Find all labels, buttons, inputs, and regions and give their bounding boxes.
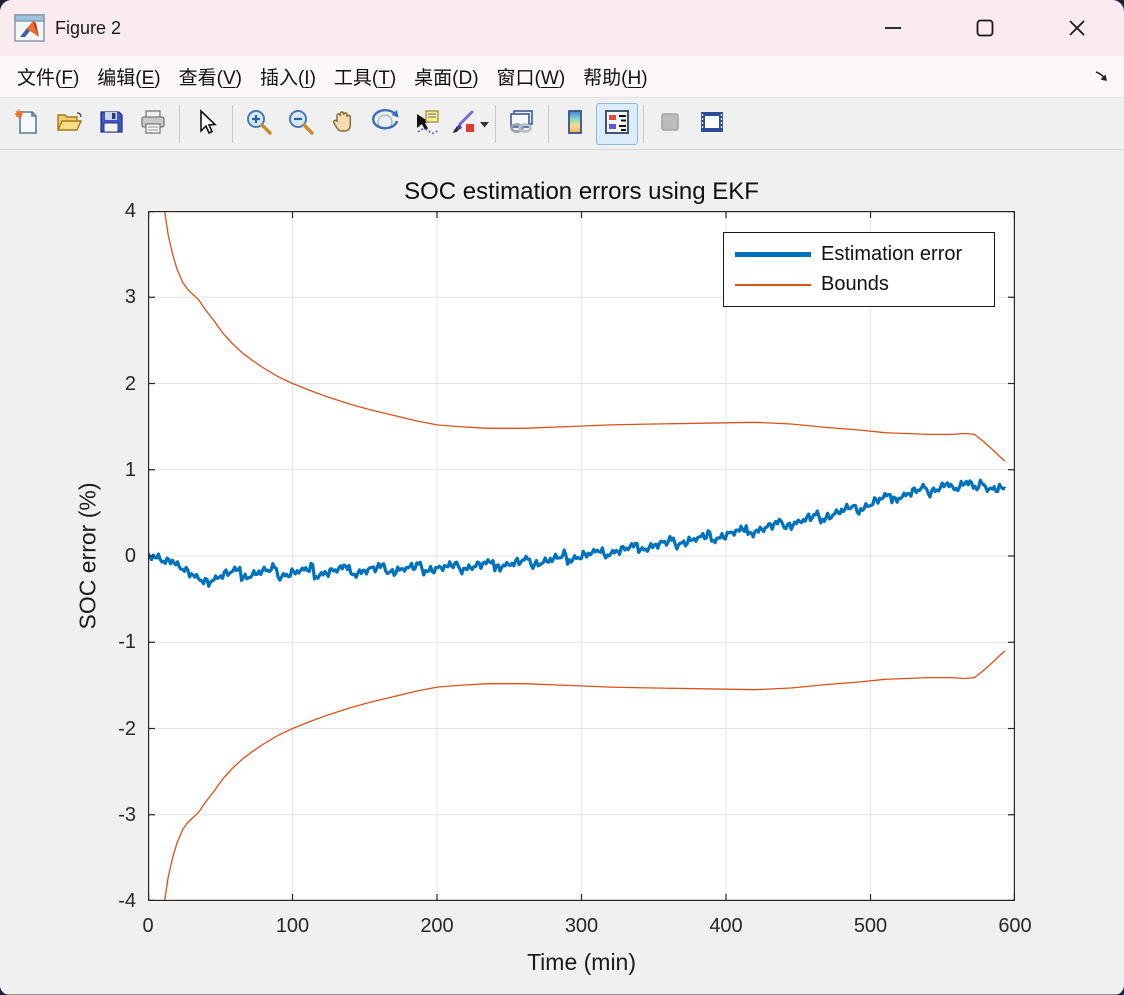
- zoom-out-button[interactable]: [280, 103, 322, 145]
- y-tick-label: 1: [124, 458, 136, 481]
- pan-hand-button[interactable]: [322, 103, 364, 145]
- toolbar-separator: [495, 104, 496, 143]
- x-tick-label: 200: [420, 915, 454, 937]
- x-axis-label: Time (min): [526, 949, 637, 975]
- dropdown-caret-icon[interactable]: [479, 116, 489, 131]
- minimize-icon: [885, 27, 901, 29]
- plot-tools-dock-button[interactable]: [691, 103, 733, 145]
- insert-colorbar-button[interactable]: [554, 103, 596, 145]
- legend-entry: Estimation error: [724, 243, 994, 266]
- print-figure-button[interactable]: [132, 103, 174, 145]
- y-tick-label: -4: [118, 890, 136, 912]
- x-tick-label: 400: [709, 915, 743, 937]
- menu-item-v[interactable]: 查看(V): [178, 68, 242, 89]
- titlebar: Figure 2: [0, 0, 1124, 56]
- zoom-in-button[interactable]: [238, 103, 280, 145]
- toolbar-separator: [643, 104, 644, 143]
- new-figure-icon: [13, 108, 41, 139]
- dock-figure-arrow-icon[interactable]: [1094, 68, 1110, 89]
- menu-item-w[interactable]: 窗口(W): [496, 68, 566, 89]
- menubar: 文件(F) 编辑(E) 查看(V) 插入(I) 工具(T) 桌面(D) 窗口(W) 帮助(H): [0, 56, 1124, 98]
- pan-hand-icon: [329, 108, 357, 139]
- window-title: Figure 2: [55, 17, 122, 38]
- zoom-out-icon: [287, 108, 315, 139]
- y-tick-label: -2: [118, 717, 136, 740]
- rotate-3d-icon: [371, 108, 399, 139]
- axes-box: [148, 211, 1015, 901]
- toolbar-separator: [548, 104, 549, 143]
- estimation-error-line: [148, 478, 1007, 588]
- property-editor-icon: [656, 108, 684, 139]
- open-file-icon: [55, 108, 83, 139]
- menu-item-i[interactable]: 插入(I): [259, 68, 316, 89]
- legend-line-sample: [735, 283, 811, 286]
- menu-item-h[interactable]: 帮助(H): [583, 68, 648, 89]
- menu-item-e[interactable]: 编辑(E): [97, 68, 161, 89]
- y-tick-label: 3: [124, 286, 136, 309]
- y-tick-label: 0: [124, 545, 136, 567]
- toolbar-separator: [232, 104, 233, 143]
- minimize-button[interactable]: [868, 6, 918, 50]
- x-tick-label: 100: [275, 915, 310, 937]
- x-tick-label: 300: [564, 915, 599, 937]
- edit-plot-cursor-icon: [192, 108, 220, 139]
- y-tick-label: -1: [118, 631, 136, 654]
- new-figure-button[interactable]: [6, 103, 48, 145]
- axes-plot: [148, 211, 1015, 901]
- plot-title: SOC estimation errors using EKF: [404, 178, 759, 205]
- link-plot-button[interactable]: [501, 103, 543, 145]
- y-tick-label: 2: [124, 372, 136, 395]
- legend[interactable]: Estimation error Bounds: [723, 232, 995, 307]
- toolbar-separator: [179, 104, 180, 143]
- save-figure-button[interactable]: [90, 103, 132, 145]
- zoom-in-icon: [245, 108, 273, 139]
- menu-item-t[interactable]: 工具(T): [333, 68, 397, 89]
- x-tick-label: 0: [142, 915, 154, 937]
- maximize-button[interactable]: [960, 6, 1010, 50]
- open-file-button[interactable]: [48, 103, 90, 145]
- insert-legend-button[interactable]: [596, 102, 638, 145]
- print-figure-icon: [139, 108, 167, 139]
- y-tick-label: 4: [124, 200, 136, 222]
- menu-item-f[interactable]: 文件(F): [17, 68, 80, 89]
- save-figure-icon: [97, 108, 125, 139]
- legend-entry: Bounds: [724, 273, 994, 296]
- x-tick-label: 500: [853, 915, 888, 937]
- close-icon: [1069, 20, 1085, 36]
- rotate-3d-button[interactable]: [364, 103, 406, 145]
- legend-label: Bounds: [821, 273, 889, 296]
- insert-colorbar-icon: [561, 108, 589, 139]
- link-plot-icon: [508, 108, 536, 139]
- legend-label: Estimation error: [821, 242, 963, 265]
- plot-tools-dock-icon: [698, 108, 726, 139]
- legend-line-sample: [735, 251, 811, 257]
- bounds-lower-line: [163, 650, 1006, 901]
- x-tick-label: 600: [998, 915, 1032, 937]
- series-lines: [148, 211, 1007, 901]
- matlab-figure-icon: [14, 13, 46, 43]
- brush-button[interactable]: [448, 103, 490, 145]
- edit-plot-cursor-button[interactable]: [185, 103, 227, 145]
- property-editor-button[interactable]: [649, 103, 691, 145]
- brush-icon: [450, 108, 478, 139]
- figure-canvas: SOC estimation errors using EKF SOC erro…: [0, 150, 1124, 994]
- menu-item-d[interactable]: 桌面(D): [414, 68, 479, 89]
- toolbar: [0, 98, 1124, 150]
- maximize-icon: [976, 19, 994, 37]
- bounds-upper-line: [163, 211, 1006, 462]
- data-cursor-button[interactable]: [406, 103, 448, 145]
- close-button[interactable]: [1052, 6, 1102, 50]
- y-tick-label: -3: [118, 803, 136, 826]
- data-cursor-icon: [413, 108, 441, 139]
- insert-legend-icon: [603, 108, 631, 139]
